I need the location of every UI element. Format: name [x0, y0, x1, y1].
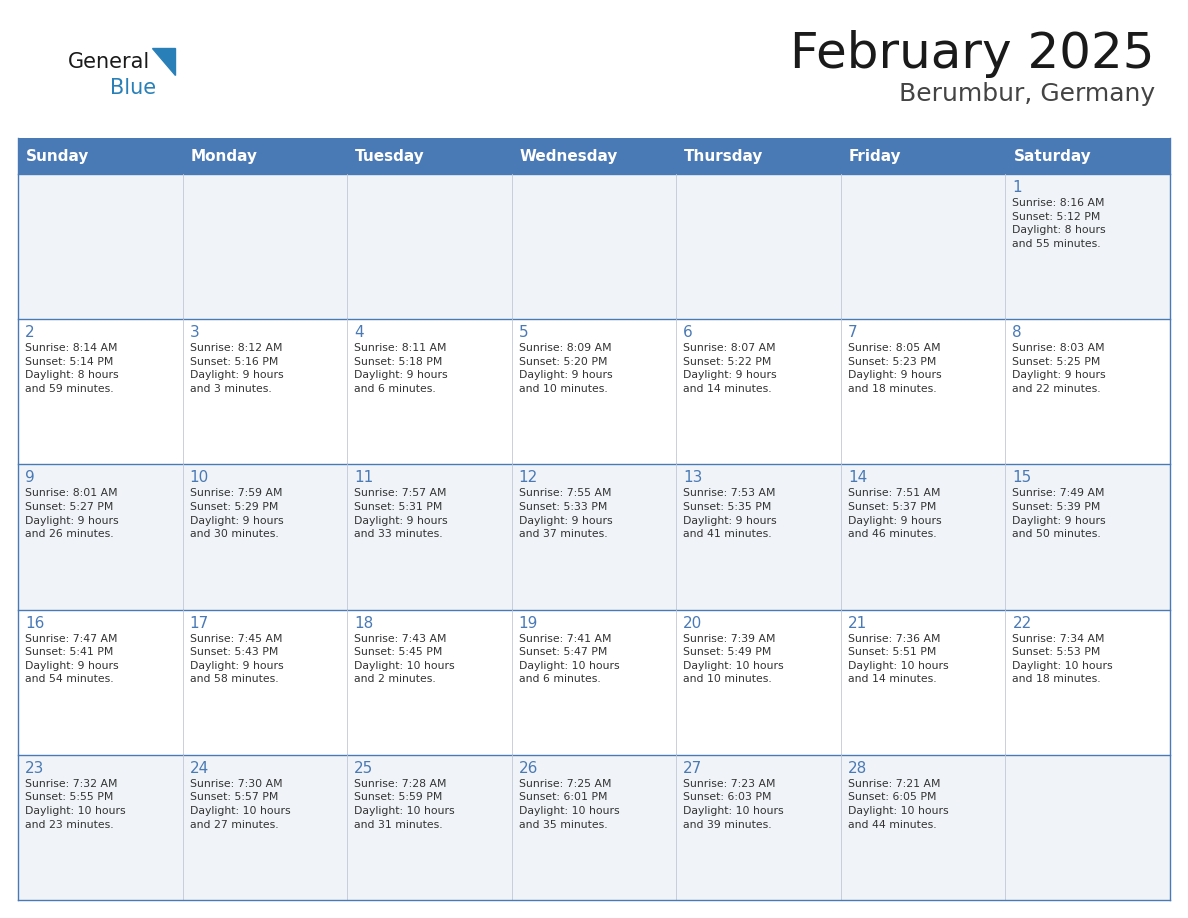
Text: 28: 28 — [848, 761, 867, 776]
Text: General: General — [68, 52, 150, 72]
Text: Sunrise: 7:51 AM
Sunset: 5:37 PM
Daylight: 9 hours
and 46 minutes.: Sunrise: 7:51 AM Sunset: 5:37 PM Dayligh… — [848, 488, 941, 539]
Bar — [18, 610, 1170, 755]
Bar — [18, 174, 1170, 319]
Text: Sunrise: 8:11 AM
Sunset: 5:18 PM
Daylight: 9 hours
and 6 minutes.: Sunrise: 8:11 AM Sunset: 5:18 PM Dayligh… — [354, 343, 448, 394]
Text: Sunrise: 7:41 AM
Sunset: 5:47 PM
Daylight: 10 hours
and 6 minutes.: Sunrise: 7:41 AM Sunset: 5:47 PM Dayligh… — [519, 633, 619, 685]
Text: Sunrise: 7:23 AM
Sunset: 6:03 PM
Daylight: 10 hours
and 39 minutes.: Sunrise: 7:23 AM Sunset: 6:03 PM Dayligh… — [683, 778, 784, 830]
Text: Sunrise: 8:16 AM
Sunset: 5:12 PM
Daylight: 8 hours
and 55 minutes.: Sunrise: 8:16 AM Sunset: 5:12 PM Dayligh… — [1012, 198, 1106, 249]
Text: Sunrise: 7:30 AM
Sunset: 5:57 PM
Daylight: 10 hours
and 27 minutes.: Sunrise: 7:30 AM Sunset: 5:57 PM Dayligh… — [190, 778, 290, 830]
Bar — [18, 755, 1170, 900]
Text: 14: 14 — [848, 470, 867, 486]
Text: Friday: Friday — [849, 149, 902, 163]
Text: Sunrise: 7:34 AM
Sunset: 5:53 PM
Daylight: 10 hours
and 18 minutes.: Sunrise: 7:34 AM Sunset: 5:53 PM Dayligh… — [1012, 633, 1113, 685]
Text: Sunrise: 7:45 AM
Sunset: 5:43 PM
Daylight: 9 hours
and 58 minutes.: Sunrise: 7:45 AM Sunset: 5:43 PM Dayligh… — [190, 633, 283, 685]
Text: Monday: Monday — [190, 149, 258, 163]
Text: Sunrise: 8:09 AM
Sunset: 5:20 PM
Daylight: 9 hours
and 10 minutes.: Sunrise: 8:09 AM Sunset: 5:20 PM Dayligh… — [519, 343, 612, 394]
Text: 5: 5 — [519, 325, 529, 341]
Text: Blue: Blue — [110, 78, 156, 98]
Text: Sunrise: 7:55 AM
Sunset: 5:33 PM
Daylight: 9 hours
and 37 minutes.: Sunrise: 7:55 AM Sunset: 5:33 PM Dayligh… — [519, 488, 612, 539]
Text: Sunrise: 8:12 AM
Sunset: 5:16 PM
Daylight: 9 hours
and 3 minutes.: Sunrise: 8:12 AM Sunset: 5:16 PM Dayligh… — [190, 343, 283, 394]
Text: 10: 10 — [190, 470, 209, 486]
Text: Berumbur, Germany: Berumbur, Germany — [899, 82, 1155, 106]
Text: Tuesday: Tuesday — [355, 149, 425, 163]
Text: 15: 15 — [1012, 470, 1031, 486]
Text: Sunrise: 7:53 AM
Sunset: 5:35 PM
Daylight: 9 hours
and 41 minutes.: Sunrise: 7:53 AM Sunset: 5:35 PM Dayligh… — [683, 488, 777, 539]
Text: 4: 4 — [354, 325, 364, 341]
Text: Thursday: Thursday — [684, 149, 764, 163]
Text: 11: 11 — [354, 470, 373, 486]
Text: Sunrise: 7:25 AM
Sunset: 6:01 PM
Daylight: 10 hours
and 35 minutes.: Sunrise: 7:25 AM Sunset: 6:01 PM Dayligh… — [519, 778, 619, 830]
Text: 19: 19 — [519, 616, 538, 631]
Text: 21: 21 — [848, 616, 867, 631]
Text: Sunrise: 7:43 AM
Sunset: 5:45 PM
Daylight: 10 hours
and 2 minutes.: Sunrise: 7:43 AM Sunset: 5:45 PM Dayligh… — [354, 633, 455, 685]
Text: 18: 18 — [354, 616, 373, 631]
Text: Sunrise: 7:49 AM
Sunset: 5:39 PM
Daylight: 9 hours
and 50 minutes.: Sunrise: 7:49 AM Sunset: 5:39 PM Dayligh… — [1012, 488, 1106, 539]
Text: Sunrise: 8:05 AM
Sunset: 5:23 PM
Daylight: 9 hours
and 18 minutes.: Sunrise: 8:05 AM Sunset: 5:23 PM Dayligh… — [848, 343, 941, 394]
Text: 7: 7 — [848, 325, 858, 341]
Text: 3: 3 — [190, 325, 200, 341]
Text: Sunday: Sunday — [26, 149, 89, 163]
Text: Sunrise: 8:14 AM
Sunset: 5:14 PM
Daylight: 8 hours
and 59 minutes.: Sunrise: 8:14 AM Sunset: 5:14 PM Dayligh… — [25, 343, 119, 394]
Text: Saturday: Saturday — [1013, 149, 1092, 163]
Text: February 2025: February 2025 — [790, 30, 1155, 78]
Text: 16: 16 — [25, 616, 44, 631]
Text: Sunrise: 7:39 AM
Sunset: 5:49 PM
Daylight: 10 hours
and 10 minutes.: Sunrise: 7:39 AM Sunset: 5:49 PM Dayligh… — [683, 633, 784, 685]
Text: 26: 26 — [519, 761, 538, 776]
Text: Sunrise: 8:07 AM
Sunset: 5:22 PM
Daylight: 9 hours
and 14 minutes.: Sunrise: 8:07 AM Sunset: 5:22 PM Dayligh… — [683, 343, 777, 394]
Text: Sunrise: 7:21 AM
Sunset: 6:05 PM
Daylight: 10 hours
and 44 minutes.: Sunrise: 7:21 AM Sunset: 6:05 PM Dayligh… — [848, 778, 948, 830]
Text: Sunrise: 7:59 AM
Sunset: 5:29 PM
Daylight: 9 hours
and 30 minutes.: Sunrise: 7:59 AM Sunset: 5:29 PM Dayligh… — [190, 488, 283, 539]
Bar — [18, 319, 1170, 465]
Text: 8: 8 — [1012, 325, 1022, 341]
Text: Sunrise: 7:47 AM
Sunset: 5:41 PM
Daylight: 9 hours
and 54 minutes.: Sunrise: 7:47 AM Sunset: 5:41 PM Dayligh… — [25, 633, 119, 685]
Text: 9: 9 — [25, 470, 34, 486]
Text: Sunrise: 7:57 AM
Sunset: 5:31 PM
Daylight: 9 hours
and 33 minutes.: Sunrise: 7:57 AM Sunset: 5:31 PM Dayligh… — [354, 488, 448, 539]
Text: Sunrise: 8:01 AM
Sunset: 5:27 PM
Daylight: 9 hours
and 26 minutes.: Sunrise: 8:01 AM Sunset: 5:27 PM Dayligh… — [25, 488, 119, 539]
Text: 6: 6 — [683, 325, 693, 341]
Text: Sunrise: 7:28 AM
Sunset: 5:59 PM
Daylight: 10 hours
and 31 minutes.: Sunrise: 7:28 AM Sunset: 5:59 PM Dayligh… — [354, 778, 455, 830]
Text: 2: 2 — [25, 325, 34, 341]
Polygon shape — [152, 48, 175, 75]
Text: 23: 23 — [25, 761, 44, 776]
Bar — [18, 138, 1170, 174]
Bar — [18, 465, 1170, 610]
Text: 25: 25 — [354, 761, 373, 776]
Text: 27: 27 — [683, 761, 702, 776]
Text: Sunrise: 8:03 AM
Sunset: 5:25 PM
Daylight: 9 hours
and 22 minutes.: Sunrise: 8:03 AM Sunset: 5:25 PM Dayligh… — [1012, 343, 1106, 394]
Text: Sunrise: 7:32 AM
Sunset: 5:55 PM
Daylight: 10 hours
and 23 minutes.: Sunrise: 7:32 AM Sunset: 5:55 PM Dayligh… — [25, 778, 126, 830]
Text: Sunrise: 7:36 AM
Sunset: 5:51 PM
Daylight: 10 hours
and 14 minutes.: Sunrise: 7:36 AM Sunset: 5:51 PM Dayligh… — [848, 633, 948, 685]
Text: Wednesday: Wednesday — [519, 149, 618, 163]
Text: 20: 20 — [683, 616, 702, 631]
Text: 13: 13 — [683, 470, 702, 486]
Text: 12: 12 — [519, 470, 538, 486]
Text: 22: 22 — [1012, 616, 1031, 631]
Text: 24: 24 — [190, 761, 209, 776]
Text: 17: 17 — [190, 616, 209, 631]
Text: 1: 1 — [1012, 180, 1022, 195]
